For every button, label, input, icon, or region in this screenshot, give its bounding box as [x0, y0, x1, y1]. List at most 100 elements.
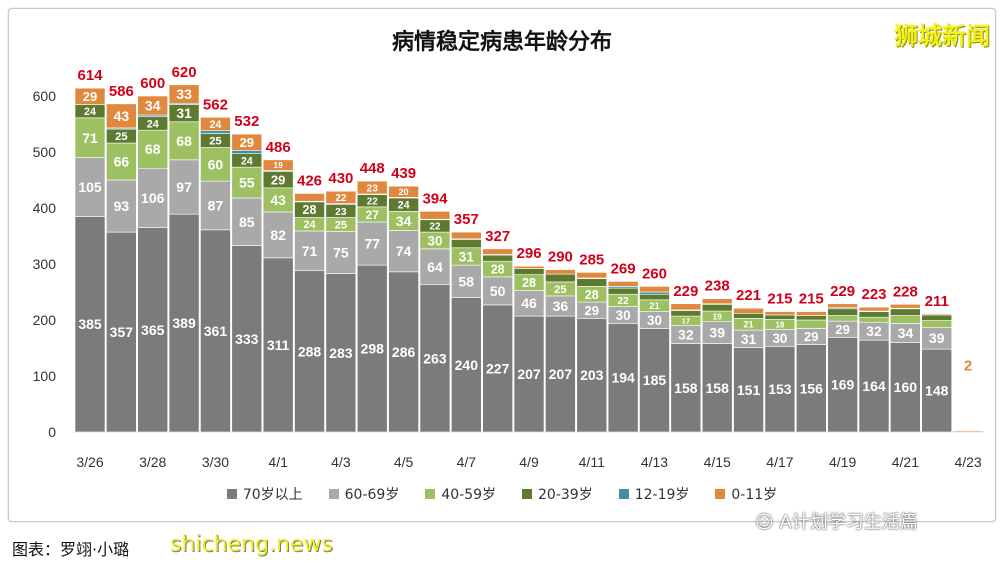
total-label: 486 [266, 139, 291, 156]
total-label: 260 [642, 265, 667, 282]
caption: 图表：罗翊·小璐 [12, 540, 130, 559]
total-label: 211 [925, 293, 949, 310]
segment-label: 27 [366, 208, 380, 222]
bar-segment [262, 159, 294, 171]
bar-segment [639, 286, 670, 293]
legend-item: 20-39岁 [522, 484, 593, 504]
bar-segment [858, 339, 890, 433]
bar-segment [858, 316, 890, 323]
total-label: 586 [109, 83, 134, 100]
segment-label: 185 [643, 372, 667, 388]
bar-segment [890, 308, 921, 316]
bar-segment [795, 315, 827, 321]
bar-segment [168, 159, 200, 215]
legend-swatch [618, 489, 629, 499]
total-label: 426 [297, 172, 322, 189]
y-tick-label: 100 [33, 368, 57, 384]
segment-label: 194 [611, 370, 635, 386]
segment-label: 85 [239, 214, 255, 230]
legend-item: 0-11岁 [715, 484, 777, 504]
legend-item: 70岁以上 [226, 484, 303, 504]
legend-swatch [522, 489, 533, 499]
segment-label: 68 [176, 133, 192, 149]
bar-segment [764, 311, 796, 316]
total-label: 532 [234, 113, 259, 130]
segment-label: 93 [114, 198, 130, 214]
y-tick-label: 200 [33, 312, 57, 328]
bar-segment [607, 281, 639, 287]
segment-label: 25 [554, 284, 566, 296]
segment-label: 29 [835, 322, 849, 337]
bar-segment [952, 430, 984, 433]
segment-label: 158 [706, 380, 730, 396]
segment-label: 34 [145, 98, 161, 114]
segment-label: 311 [267, 337, 290, 353]
segment-label: 39 [929, 330, 945, 346]
wechat-icon: ☺ [755, 512, 780, 533]
bar-segment [325, 273, 357, 433]
total-label: 221 [736, 287, 761, 304]
x-tick-label: 4/9 [519, 454, 539, 470]
segment-label: 263 [423, 350, 447, 366]
segment-label: 28 [491, 263, 505, 277]
total-label: 238 [705, 278, 730, 295]
bar-segment [74, 157, 106, 217]
segment-label: 24 [84, 106, 96, 118]
segment-label: 19 [712, 311, 722, 321]
bar-segment [701, 343, 733, 433]
bar-segment [200, 229, 231, 433]
segment-label: 160 [894, 379, 918, 395]
total-label: 229 [830, 283, 855, 300]
segment-label: 30 [772, 331, 787, 346]
segment-label: 74 [396, 243, 412, 259]
stacked-bar-chart: 0 100 200 300 400 500 600 385 105 71 24 29 614 3/26 35… [33, 64, 984, 470]
segment-label: 31 [459, 248, 475, 264]
bar-segment [764, 346, 796, 433]
bar-segment [356, 264, 388, 433]
segment-label: 25 [209, 136, 221, 148]
segment-label: 24 [147, 118, 159, 130]
bar-segment [482, 304, 513, 433]
segment-label: 75 [333, 245, 349, 261]
bar-segment [701, 298, 733, 305]
bar-segment [764, 314, 796, 320]
bar-segment [262, 257, 294, 433]
segment-label: 39 [709, 325, 725, 341]
bar-segment [137, 167, 169, 228]
bar-segment [921, 314, 953, 321]
bar-segment [294, 193, 325, 202]
segment-label: 64 [427, 259, 443, 275]
segment-label: 19 [273, 160, 283, 170]
legend-swatch [226, 489, 237, 499]
segment-label: 23 [367, 183, 379, 194]
segment-label: 298 [361, 341, 385, 357]
segment-label: 24 [398, 200, 410, 212]
total-label: 614 [77, 67, 103, 84]
segment-label: 207 [517, 366, 541, 382]
bar-segment [513, 290, 545, 317]
bar-segment [858, 306, 890, 312]
bar-segment [419, 284, 451, 433]
x-tick-label: 3/26 [76, 454, 103, 470]
total-label: 394 [422, 190, 448, 207]
segment-label: 20 [399, 187, 409, 197]
segment-label: 34 [396, 213, 412, 229]
bar-segment [451, 231, 482, 240]
segment-label: 30 [647, 313, 662, 328]
segment-label: 87 [208, 198, 224, 214]
watermark-account-text: A计划学习生活篇 [779, 512, 918, 533]
total-label: 430 [328, 170, 353, 187]
bar-segment [294, 270, 325, 433]
bar-segment [921, 348, 953, 433]
total-label: 448 [360, 160, 385, 177]
segment-label: 288 [298, 343, 322, 359]
bar-segment [451, 297, 482, 433]
total-label: 562 [203, 96, 228, 113]
bar-segment [670, 310, 702, 317]
segment-label: 361 [204, 323, 228, 339]
bar-segment [639, 291, 670, 295]
legend-swatch [715, 489, 726, 499]
total-label: 215 [799, 291, 824, 308]
bar-segment [827, 303, 858, 308]
bar-segment [262, 187, 294, 213]
